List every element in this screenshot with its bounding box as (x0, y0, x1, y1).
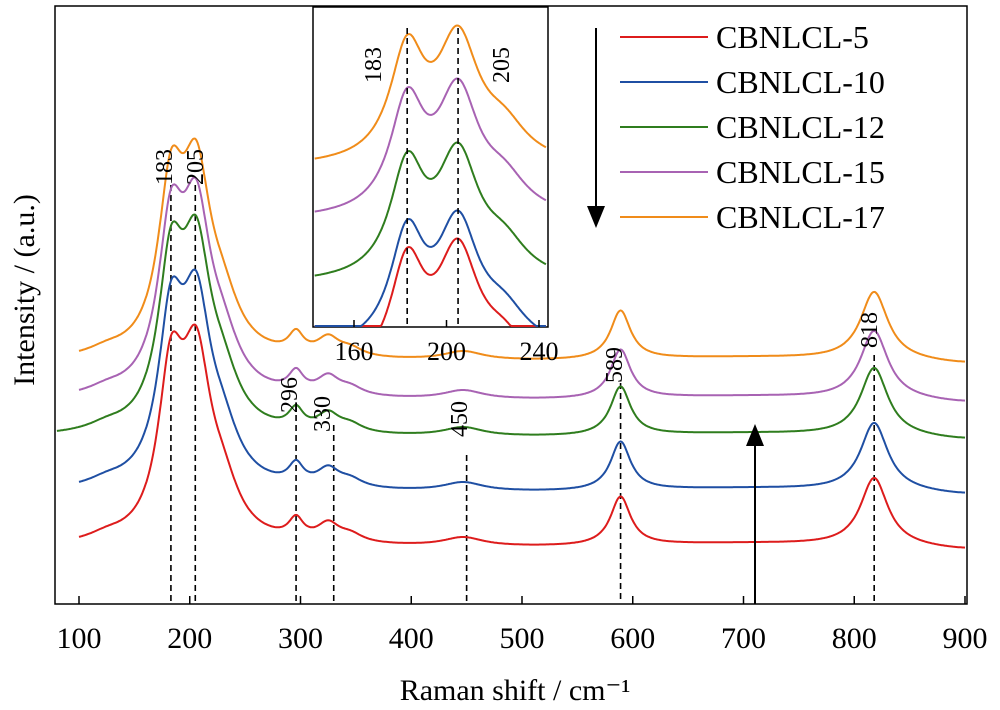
peak-label-205: 205 (183, 149, 209, 185)
peak-label-818: 818 (857, 312, 883, 348)
peak-label-450: 450 (447, 401, 473, 437)
x-tick-label-700: 700 (721, 622, 766, 655)
x-tick-label-200: 200 (167, 622, 212, 655)
x-tick-label-900: 900 (943, 622, 988, 655)
inset-frame (312, 6, 549, 328)
inset-series-line-cbnlcl-17 (314, 24, 547, 160)
series-line-cbnlcl-5 (78, 323, 966, 549)
peak-label-183: 183 (152, 149, 178, 185)
legend-label-cbnlcl-15: CBNLCL-15 (716, 154, 885, 190)
legend-label-cbnlcl-10: CBNLCL-10 (716, 64, 885, 100)
legend-label-cbnlcl-17: CBNLCL-17 (716, 199, 885, 235)
series-line-cbnlcl-10 (78, 268, 966, 494)
inset-plot: 183 205 160 200 240 (312, 6, 559, 366)
inset-series (314, 24, 547, 327)
inset-series-line-cbnlcl-10 (314, 209, 546, 327)
up-arrow-head (746, 424, 764, 446)
x-tick-label-600: 600 (610, 622, 655, 655)
y-axis-label: Intensity / (a.u.) (8, 194, 41, 386)
x-axis-ticks: 100 200 300 400 500 600 700 800 900 (57, 596, 988, 655)
peak-label-330: 330 (310, 396, 336, 432)
spectrum-series (56, 137, 966, 549)
peak-label-296: 296 (277, 377, 303, 413)
inset-x-tick-label-240: 240 (520, 337, 559, 366)
peak-label-589: 589 (602, 347, 628, 383)
series-line-cbnlcl-12 (56, 213, 966, 439)
inset-peak-label-183: 183 (361, 47, 387, 83)
inset-peak-label-205: 205 (489, 47, 515, 83)
series-line-cbnlcl-17 (78, 137, 966, 363)
x-tick-label-400: 400 (389, 622, 434, 655)
down-arrow-head (587, 206, 605, 228)
x-tick-label-800: 800 (832, 622, 877, 655)
x-tick-label-100: 100 (57, 622, 102, 655)
x-tick-label-500: 500 (500, 622, 545, 655)
x-axis-label: Raman shift / cm⁻¹ (400, 674, 631, 707)
legend-label-cbnlcl-12: CBNLCL-12 (716, 109, 885, 145)
trend-arrows (587, 28, 764, 604)
inset-series-line-cbnlcl-15 (314, 77, 547, 213)
peak-labels: 183 205 296 330 450 589 818 (152, 149, 883, 437)
inset-series-line-cbnlcl-12 (314, 141, 547, 277)
x-tick-label-300: 300 (278, 622, 323, 655)
legend: CBNLCL-5 CBNLCL-10 CBNLCL-12 CBNLCL-15 CBNLC… (620, 19, 885, 235)
inset-x-tick-label-160: 160 (335, 337, 374, 366)
inset-x-tick-label-200: 200 (427, 337, 466, 366)
legend-label-cbnlcl-5: CBNLCL-5 (716, 19, 869, 55)
inset-content: 183 205 160 200 240 (314, 24, 559, 366)
main-plot-frame (54, 5, 968, 605)
series-line-cbnlcl-15 (78, 176, 966, 402)
